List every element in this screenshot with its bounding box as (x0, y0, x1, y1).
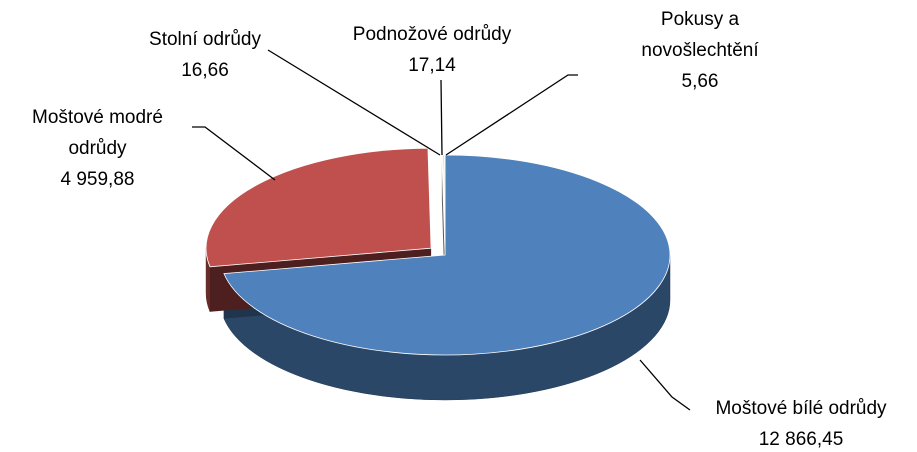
category-label: Stolní odrůdy (149, 29, 261, 50)
value-label: 12 866,45 (758, 429, 844, 450)
value-label: 17,14 (408, 55, 456, 76)
leader-line (192, 126, 276, 181)
data-label: Pokusy a novošlechtění 5,66 (615, 4, 785, 97)
leader-line (440, 79, 443, 156)
category-label: Podnožové odrůdy (352, 24, 512, 45)
data-label: Stolní odrůdy 16,66 (120, 24, 290, 86)
data-label: Moštové bílé odrůdy 12 866,45 (685, 393, 917, 452)
value-label: 16,66 (181, 60, 229, 81)
leader-line (267, 49, 441, 156)
leader-line (445, 74, 578, 156)
value-label: 4 959,88 (60, 169, 135, 190)
category-label: Pokusy a novošlechtění (641, 9, 759, 61)
category-label: Moštové modré odrůdy (32, 107, 163, 159)
slice (223, 154, 671, 356)
slice (205, 147, 432, 268)
data-label: Moštové modré odrůdy 4 959,88 (5, 102, 190, 195)
value-label: 5,66 (681, 71, 719, 92)
data-label: Podnožové odrůdy 17,14 (322, 19, 542, 81)
category-label: Moštové bílé odrůdy (715, 398, 887, 419)
leader-line (639, 359, 691, 411)
